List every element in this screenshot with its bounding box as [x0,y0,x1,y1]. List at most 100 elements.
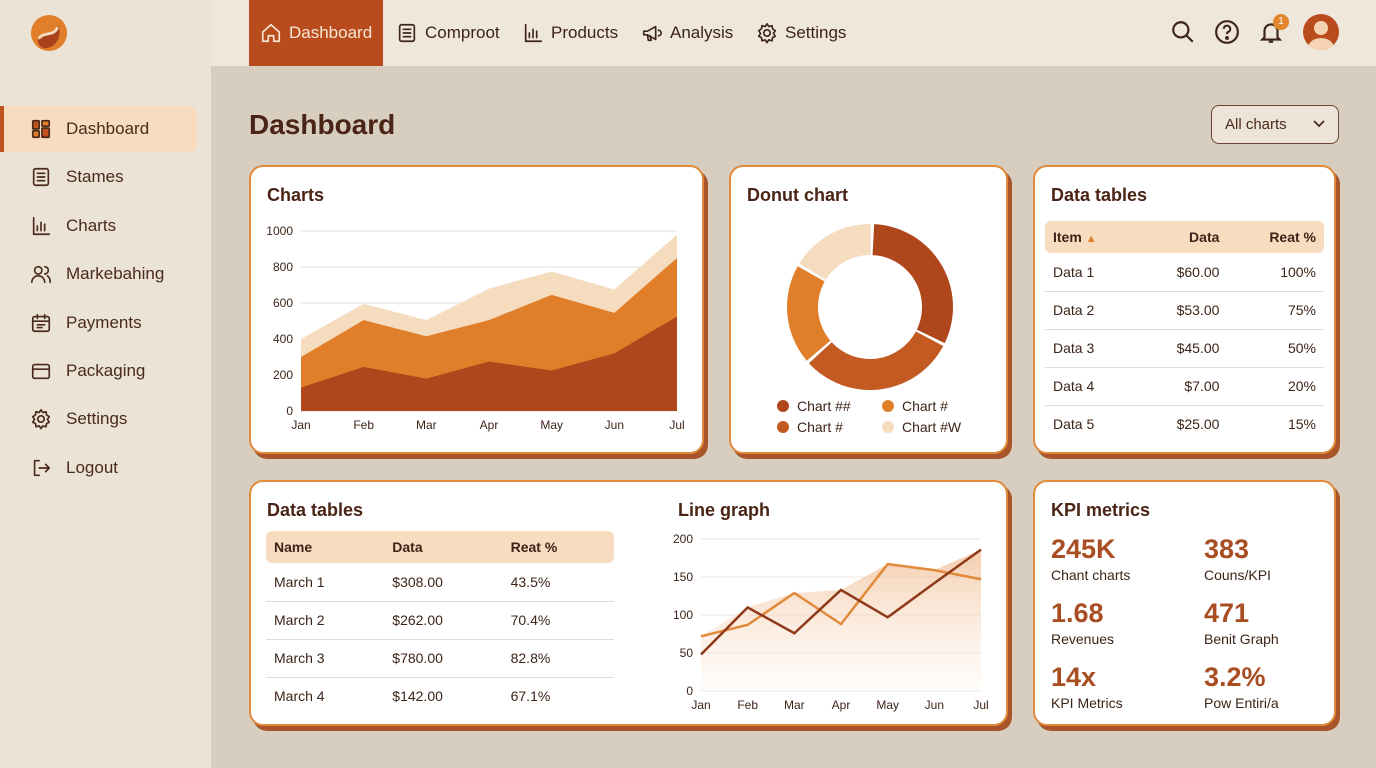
table-header-row: Name Data Reat % [266,531,614,563]
users-icon [31,266,51,284]
help-icon[interactable] [1214,19,1240,45]
legend-swatch [882,421,894,433]
table-cell: March 2 [266,601,385,640]
kpi-value: 14x [1051,662,1097,692]
table-cell: $780.00 [384,639,503,678]
column-header[interactable]: Name [266,531,385,563]
kpi-item: 1.68 Revenues [1051,598,1114,647]
donut-slice [787,266,831,361]
column-header[interactable]: Data [384,531,503,563]
table-cell: $25.00 [1176,416,1220,433]
tab-settings[interactable]: Settings [756,0,846,66]
x-tick-label: Jan [691,698,710,712]
table-row: March 3 $780.00 82.8% [266,639,614,678]
area-series [301,316,677,411]
logout-icon [33,459,51,476]
area-chart-card: Charts 0 200 400 600 800 1000 Jan Feb Mar Apr May J… [249,165,704,454]
table-cell: Data 2 [1045,291,1137,330]
sidebar-item-label: Charts [66,215,117,235]
card-title: Charts [267,185,325,205]
sidebar-item-label: Stames [66,167,124,187]
sidebar-item-markebahing[interactable]: Markebahing [0,251,211,297]
column-header[interactable]: Data [1136,221,1228,253]
table-cell: $142.00 [392,688,443,705]
x-tick-label: Feb [737,698,758,712]
sidebar-item-payments[interactable]: Payments [0,300,211,346]
tab-dashboard[interactable]: Dashboard [249,0,384,66]
dropdown-value: All charts [1225,116,1287,133]
table-row: March 2 $262.00 70.4% [266,601,614,640]
tab-label: Dashboard [289,23,373,42]
table-row: Data 5 $25.00 15% [1045,405,1324,443]
avatar[interactable] [1303,14,1339,50]
header-label: Reat % [1269,229,1316,245]
card-title: KPI metrics [1051,500,1151,520]
x-tick-label: Jul [669,418,684,432]
data-table: Name Data Reat % March 1 $308.00 43.5% March 2… [266,531,614,715]
gear-icon [31,409,51,430]
tab-products[interactable]: Products [522,0,618,66]
table-cell: March 1 [266,563,385,602]
sidebar-item-stames[interactable]: Stames [0,154,211,200]
tab-label: Products [551,23,619,42]
tab-analysis[interactable]: Analysis [641,0,733,66]
table-cell: Data 1 [1045,253,1137,292]
grid-icon [31,119,51,139]
kpi-item: 383 Couns/KPI [1204,534,1271,583]
table-row: Data 3 $45.00 50% [1045,329,1324,368]
x-tick-label: May [876,698,899,712]
table-cell: 82.8% [502,639,614,678]
sidebar-item-label: Markebahing [66,264,165,284]
table-cell: March 4 [274,688,325,705]
card-icon [31,363,51,380]
tab-label: Analysis [670,23,734,42]
x-tick-label: Jan [291,418,310,432]
document-icon [32,168,50,187]
kpi-item: 245K Chant charts [1051,534,1130,583]
table-cell: 20% [1227,367,1324,406]
header-label: Item [1053,229,1082,245]
sidebar-item-dashboard[interactable]: Dashboard [0,106,197,152]
kpi-value: 3.2% [1204,662,1266,692]
x-tick-label: Jul [973,698,988,712]
legend-swatch [882,400,894,412]
x-tick-label: Mar [784,698,805,712]
y-tick-label: 1000 [266,224,293,238]
tab-label: Settings [785,23,847,42]
line-graph: 0 50 100 150 200 Jan Feb Mar Apr May Jun Jul [673,532,989,712]
table-cell: $308.00 [384,563,503,602]
column-header[interactable]: Item ▲ [1045,221,1137,253]
megaphone-icon [642,25,662,42]
y-tick-label: 150 [673,570,693,584]
header-label: Reat % [510,539,558,555]
card-title: Donut chart [747,185,848,205]
legend-swatch [777,421,789,433]
kpi-value: 383 [1204,534,1250,564]
x-tick-label: Feb [353,418,374,432]
sidebar: Dashboard Stames Charts Markebahing Payments… [0,0,211,768]
y-tick-label: 0 [686,684,693,698]
header-label: Data [1189,229,1220,245]
table-cell: 75% [1227,291,1324,330]
sort-ascending-icon[interactable]: ▲ [1085,233,1097,245]
donut-slice [872,224,953,344]
sidebar-item-packaging[interactable]: Packaging [0,348,211,394]
table-cell: Data 3 [1045,329,1137,368]
sidebar-item-logout[interactable]: Logout [0,445,211,491]
kpi-item: 471 Benit Graph [1204,598,1279,647]
brand-logo[interactable] [30,14,68,52]
y-tick-label: 100 [673,608,693,622]
tab-comproot[interactable]: Comproot [396,0,500,66]
column-header[interactable]: Reat % [502,531,614,563]
chart-filter-dropdown[interactable]: All charts [1211,105,1339,144]
table-header-row: Item ▲ Data Reat % [1045,221,1324,253]
column-header[interactable]: Reat % [1227,221,1324,253]
sidebar-item-label: Logout [66,457,118,477]
legend-label: Chart # [797,419,843,435]
line-series [700,562,982,638]
table-row: March 1 $308.00 43.5% [266,563,614,602]
search-icon[interactable] [1170,19,1196,45]
table-cell: March 3 [266,639,385,678]
sidebar-item-settings[interactable]: Settings [0,396,211,442]
sidebar-item-charts[interactable]: Charts [0,203,211,249]
